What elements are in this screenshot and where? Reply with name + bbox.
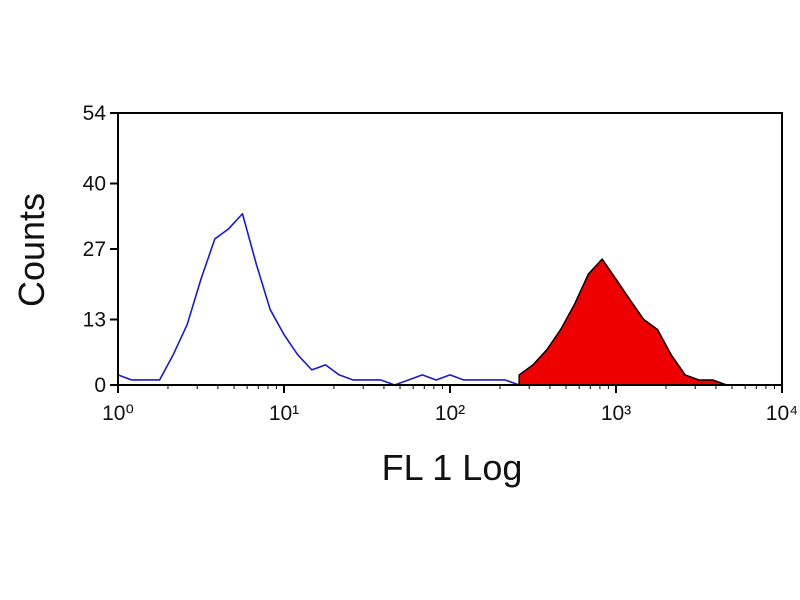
x-tick-label: 10¹ [269,402,299,425]
x-tick-label: 10² [435,402,465,425]
y-axis-title: Counts [11,193,52,307]
x-tick-label: 10⁰ [102,402,134,425]
x-axis-title: FL 1 Log [382,447,523,488]
y-tick-label: 0 [94,374,106,397]
y-tick-label: 40 [83,173,106,196]
y-tick-label: 54 [83,102,107,125]
y-tick-label: 27 [83,238,106,261]
histogram-line [117,212,520,386]
x-tick-label: 10⁴ [766,402,798,425]
histogram-area [518,258,728,386]
plot-frame [117,112,783,386]
x-tick-label: 10³ [601,402,631,425]
y-tick-label: 13 [83,309,106,332]
